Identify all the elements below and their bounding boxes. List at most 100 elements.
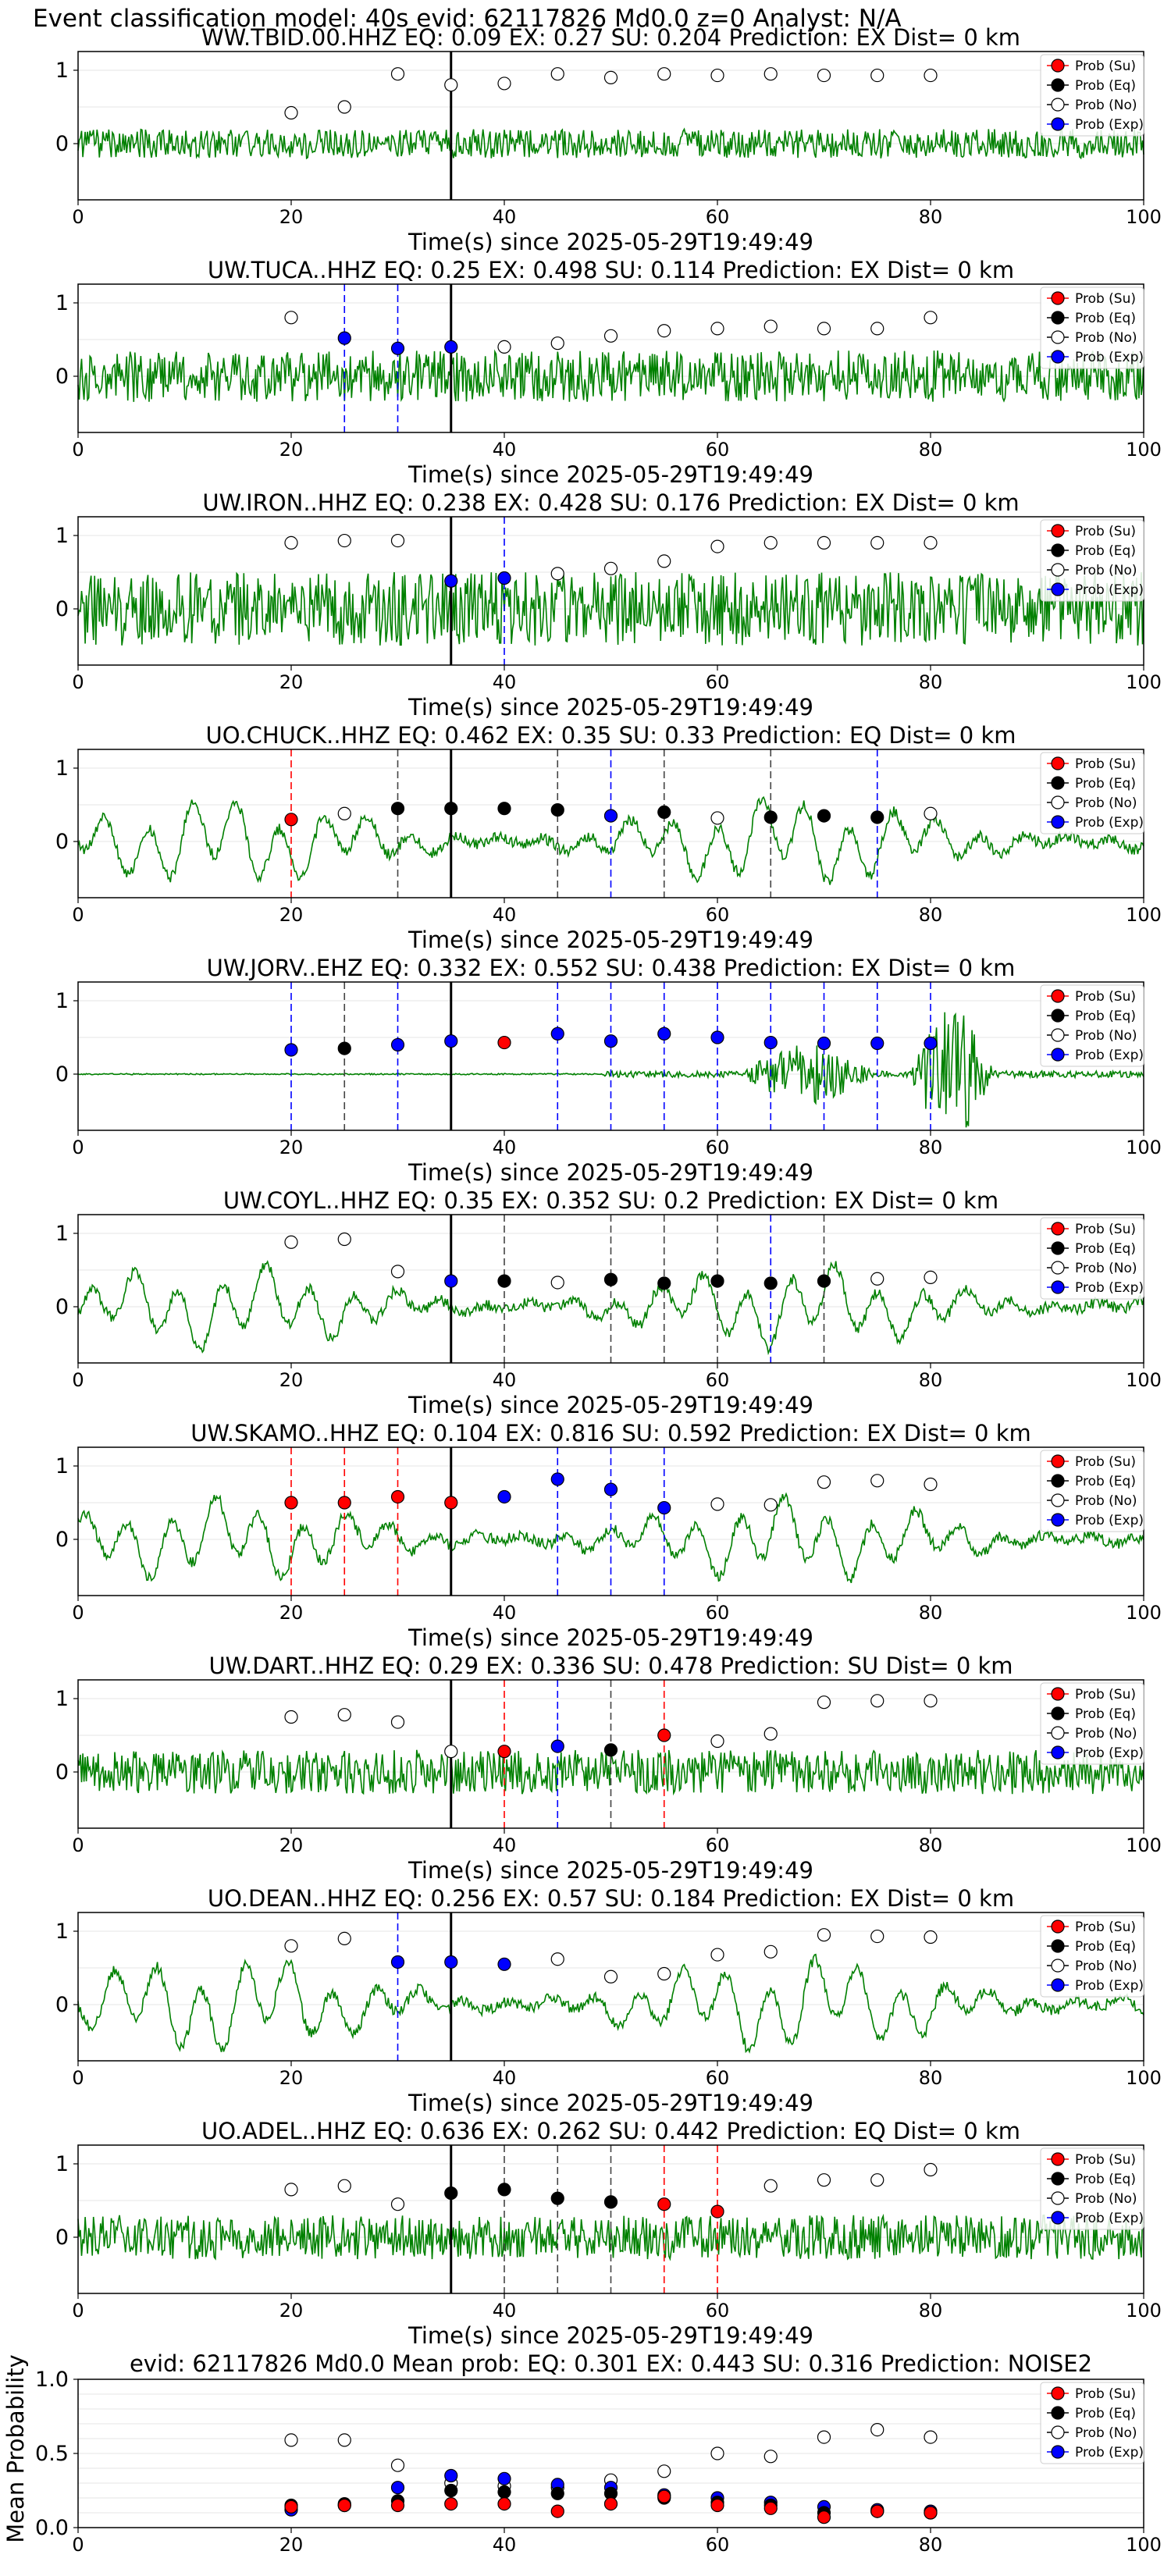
panel-title: UW.JORV..EHZ EQ: 0.332 EX: 0.552 SU: 0.4… (207, 955, 1016, 981)
mean-prob-point-exp (497, 2471, 511, 2485)
prob-point-no (817, 1695, 831, 1710)
legend-label: Prob (No) (1075, 1726, 1137, 1742)
legend-marker (1051, 776, 1065, 790)
prob-point-su (284, 1496, 298, 1510)
legend-label: Prob (Exp) (1075, 117, 1144, 133)
prob-point-exp (924, 1036, 938, 1051)
legend-label: Prob (No) (1075, 1261, 1137, 1276)
prob-point-no (390, 2197, 405, 2211)
waveform-trace (77, 349, 1144, 403)
legend-label: Prob (Su) (1075, 59, 1136, 74)
legend-label: Prob (Su) (1075, 2386, 1136, 2402)
prob-point-no (284, 2183, 298, 2197)
prob-point-no (390, 533, 405, 548)
prob-point-no (870, 322, 884, 336)
legend-marker (1051, 563, 1065, 577)
x-axis-label: Time(s) since 2025-05-29T19:49:49 (408, 2322, 813, 2349)
x-tick-label: 100 (1126, 671, 1162, 693)
mean-prob-point-eq (550, 2486, 564, 2500)
y-tick-label: 1 (55, 59, 69, 83)
prob-point-no (763, 319, 778, 333)
x-tick-label: 0 (72, 671, 84, 693)
legend-marker (1051, 78, 1065, 92)
mean-prob-point-su (603, 2497, 618, 2511)
x-tick-label: 100 (1126, 1369, 1162, 1391)
prob-point-no (550, 567, 564, 581)
prob-point-eq (497, 1274, 511, 1288)
prob-point-su (337, 1496, 351, 1510)
x-axis-label: Time(s) since 2025-05-29T19:49:49 (408, 1159, 813, 1186)
legend-marker (1051, 1978, 1065, 1992)
prob-point-eq (497, 802, 511, 816)
legend-label: Prob (Exp) (1075, 2211, 1144, 2226)
prob-point-no (657, 324, 671, 338)
legend-marker (1051, 59, 1065, 73)
prob-point-no (870, 68, 884, 83)
x-tick-label: 60 (706, 2534, 730, 2556)
legend-marker (1051, 582, 1065, 596)
legend-label: Prob (No) (1075, 1959, 1137, 1974)
x-tick-label: 60 (706, 1137, 730, 1158)
x-tick-label: 100 (1126, 439, 1162, 461)
prob-point-no (924, 1694, 938, 1708)
y-tick-label: 0 (55, 1760, 69, 1784)
mean-prob-point-su (924, 2506, 938, 2520)
prob-point-no (337, 2179, 351, 2193)
prob-point-no (817, 1928, 831, 1942)
x-tick-label: 80 (919, 1834, 943, 1856)
x-tick-label: 100 (1126, 2067, 1162, 2089)
legend-marker (1051, 291, 1065, 305)
legend-label: Prob (Eq) (1075, 78, 1136, 94)
x-tick-label: 20 (279, 206, 304, 228)
mean-prob-point-exp (390, 2481, 405, 2495)
prob-point-no (763, 1727, 778, 1741)
y-tick-label: 0 (55, 1062, 69, 1087)
panel-title: UW.COYL..HHZ EQ: 0.35 EX: 0.352 SU: 0.2 … (223, 1187, 998, 1214)
prob-point-no (444, 78, 458, 92)
prob-point-eq (817, 809, 831, 823)
legend-marker (1051, 795, 1065, 809)
y-tick-label: 0 (55, 132, 69, 156)
legend-label: Prob (No) (1075, 795, 1137, 811)
legend-marker (1051, 1048, 1065, 1062)
prob-point-no (924, 535, 938, 550)
x-tick-label: 20 (279, 2534, 304, 2556)
legend-label: Prob (No) (1075, 2425, 1137, 2441)
legend-marker (1051, 543, 1065, 557)
legend-box (1040, 286, 1144, 369)
legend-box (1040, 54, 1144, 137)
prob-point-eq (390, 802, 405, 816)
prob-point-eq (603, 1743, 618, 1757)
x-tick-label: 0 (72, 2534, 84, 2556)
legend-box (1040, 519, 1144, 602)
prob-point-eq (870, 810, 884, 824)
x-tick-label: 80 (919, 671, 943, 693)
prob-point-eq (657, 805, 671, 820)
y-tick-label: 1 (55, 1222, 69, 1246)
plot-frame (77, 283, 1144, 433)
prob-point-no (337, 806, 351, 820)
x-tick-label: 80 (919, 2300, 943, 2322)
x-tick-label: 20 (279, 904, 304, 926)
prob-point-no (870, 535, 884, 550)
prob-point-no (870, 1929, 884, 1944)
mean-prob-point-no (817, 2430, 831, 2444)
panel-title: WW.TBID.00.HHZ EQ: 0.09 EX: 0.27 SU: 0.2… (201, 24, 1020, 51)
prob-point-no (603, 1969, 618, 1984)
legend-marker (1051, 2445, 1065, 2459)
waveform-trace (77, 127, 1144, 160)
prob-point-no (924, 311, 938, 325)
prob-point-no (924, 1930, 938, 1944)
x-tick-label: 40 (493, 2067, 517, 2089)
legend-label: Prob (Exp) (1075, 1048, 1144, 1063)
x-tick-label: 80 (919, 439, 943, 461)
legend-marker (1051, 756, 1065, 770)
mean-prob-point-eq (444, 2483, 458, 2498)
prob-point-eq (550, 802, 564, 817)
x-tick-label: 20 (279, 1369, 304, 1391)
prob-point-exp (337, 331, 351, 345)
y-tick-label: 0 (55, 2226, 69, 2250)
prob-point-su (657, 2197, 671, 2211)
prob-point-no (284, 1235, 298, 1249)
legend-label: Prob (No) (1075, 1028, 1137, 1044)
